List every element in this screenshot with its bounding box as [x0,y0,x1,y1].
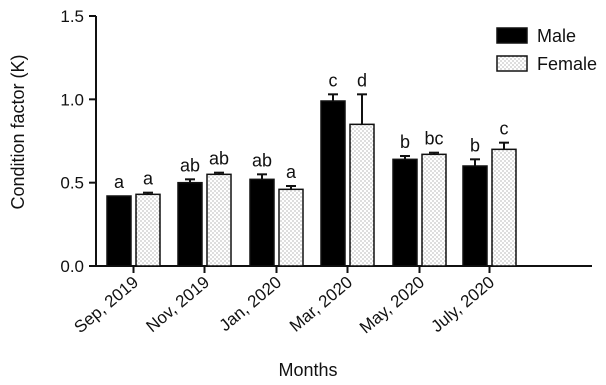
x-tick-label: Sep, 2019 [70,273,142,337]
x-tick-label: Jan, 2020 [216,273,285,336]
bar-male [106,195,132,267]
bar-male [320,100,346,267]
y-tick-label: 1.0 [60,90,84,109]
x-tick-label: Nov, 2019 [142,273,213,337]
bar-female [206,173,232,267]
significance-label: ab [209,149,229,169]
significance-label: b [470,135,480,155]
significance-label: ab [252,150,272,170]
bar-male [249,178,275,267]
significance-label: a [114,172,125,192]
x-tick-label: July, 2020 [427,273,498,337]
bar-female [135,193,161,267]
bar-male [177,181,203,267]
significance-label: b [400,132,410,152]
y-axis-title: Condition factor (K) [8,54,28,209]
y-tick-label: 0.0 [60,257,84,276]
bar-male [392,158,418,267]
significance-label: ab [180,155,200,175]
x-tick-label: May, 2020 [356,273,428,338]
bar-female [421,153,447,267]
significance-label: d [357,70,367,90]
x-axis-title: Months [278,360,337,380]
legend-label-female: Female [537,54,597,74]
x-tick-label: Mar, 2020 [286,273,356,336]
legend: Male Female [496,26,597,74]
legend-swatch-female [496,55,528,72]
bar-female [349,123,375,267]
y-tick-label: 1.5 [60,7,84,26]
bar-male [462,165,488,267]
legend-label-male: Male [537,26,576,46]
bar-female [278,188,304,267]
significance-label: a [286,162,297,182]
legend-swatch-male [496,27,528,44]
significance-label: c [329,70,338,90]
bar-female [491,148,517,267]
significance-label: c [500,119,509,139]
significance-label: bc [424,129,443,149]
y-tick-label: 0.5 [60,174,84,193]
significance-label: a [143,169,154,189]
